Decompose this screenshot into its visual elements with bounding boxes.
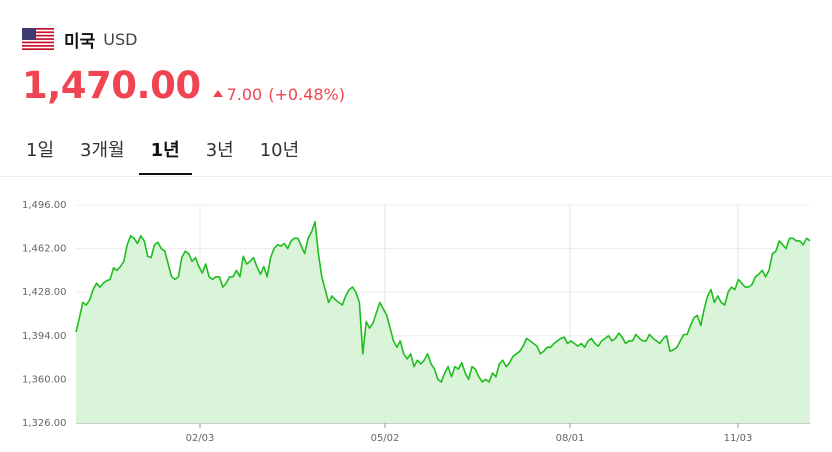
exchange-rate-chart[interactable]: 1,496.00 1,462.00 1,428.00 1,394.00 1,360.00…	[0, 180, 832, 452]
period-tabs: 1일 3개월 1년 3년 10년	[14, 132, 313, 175]
tab-1y[interactable]: 1년	[138, 132, 192, 175]
tabs-divider	[0, 176, 832, 177]
tab-1d[interactable]: 1일	[26, 140, 55, 161]
x-tick-label: 11/03	[724, 433, 753, 444]
tab-3y[interactable]: 3년	[205, 140, 234, 161]
currency-header: 미국 USD	[21, 26, 138, 52]
change-amount: 7.00	[226, 85, 263, 104]
triangle-up-icon	[212, 90, 223, 97]
price-line	[75, 220, 811, 383]
exchange-rate-price: 1,470.00	[22, 64, 201, 107]
quote-row: 1,470.00 7.00 (+0.48%)	[22, 64, 345, 107]
y-tick-label: 1,326.00	[22, 418, 67, 429]
x-tick-label: 02/03	[186, 433, 215, 444]
tab-10y[interactable]: 10년	[259, 140, 300, 161]
y-tick-label: 1,428.00	[22, 287, 67, 298]
price-area-fill	[76, 221, 810, 423]
price-change: 7.00 (+0.48%)	[212, 85, 345, 104]
tab-3m[interactable]: 3개월	[80, 140, 125, 161]
y-tick-label: 1,462.00	[22, 244, 67, 255]
change-percent: (+0.48%)	[268, 85, 345, 104]
y-tick-label: 1,496.00	[22, 200, 67, 211]
us-flag-icon	[21, 27, 55, 51]
country-name: 미국	[64, 31, 96, 52]
x-tick-label: 05/02	[371, 433, 400, 444]
y-tick-label: 1,360.00	[22, 374, 67, 385]
currency-code: USD	[103, 29, 138, 49]
y-tick-label: 1,394.00	[22, 331, 67, 342]
x-tick-label: 08/01	[556, 433, 585, 444]
